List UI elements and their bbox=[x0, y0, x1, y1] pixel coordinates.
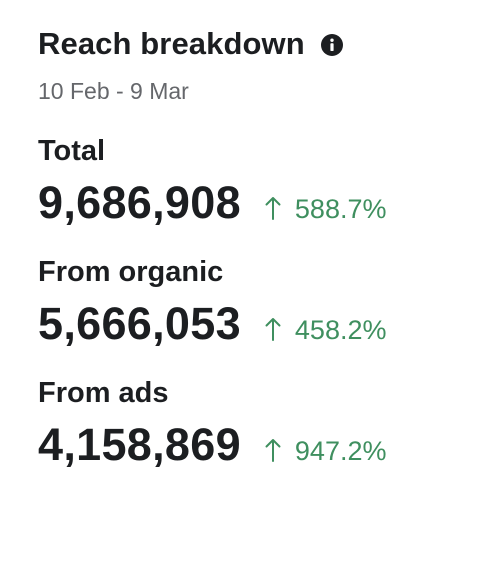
change-indicator: 588.7% bbox=[265, 192, 387, 226]
metric-total: Total 9,686,908 588.7% bbox=[38, 134, 446, 228]
card-header: Reach breakdown bbox=[38, 24, 446, 64]
arrow-up-icon bbox=[265, 194, 281, 220]
arrow-up-icon bbox=[265, 436, 281, 462]
metric-row: 9,686,908 588.7% bbox=[38, 178, 446, 228]
change-percent: 458.2% bbox=[294, 315, 387, 345]
change-percent: 588.7% bbox=[294, 194, 387, 224]
metric-row: 4,158,869 947.2% bbox=[38, 420, 446, 470]
metric-label: From organic bbox=[38, 256, 224, 288]
metric-value: 4,158,869 bbox=[38, 419, 241, 470]
metric-value: 5,666,053 bbox=[38, 298, 241, 349]
metric-label: Total bbox=[38, 135, 106, 167]
card-title: Reach breakdown bbox=[38, 26, 305, 61]
arrow-up-icon bbox=[265, 315, 281, 341]
metric-row: 5,666,053 458.2% bbox=[38, 299, 446, 349]
date-range: 10 Feb - 9 Mar bbox=[38, 78, 189, 104]
change-indicator: 947.2% bbox=[265, 434, 387, 468]
metric-value: 9,686,908 bbox=[38, 177, 241, 228]
metric-label: From ads bbox=[38, 377, 169, 409]
metric-from-organic: From organic 5,666,053 458.2% bbox=[38, 255, 446, 349]
metric-from-ads: From ads 4,158,869 947.2% bbox=[38, 376, 446, 470]
change-percent: 947.2% bbox=[294, 436, 387, 466]
change-indicator: 458.2% bbox=[265, 313, 387, 347]
info-icon[interactable] bbox=[320, 34, 343, 56]
